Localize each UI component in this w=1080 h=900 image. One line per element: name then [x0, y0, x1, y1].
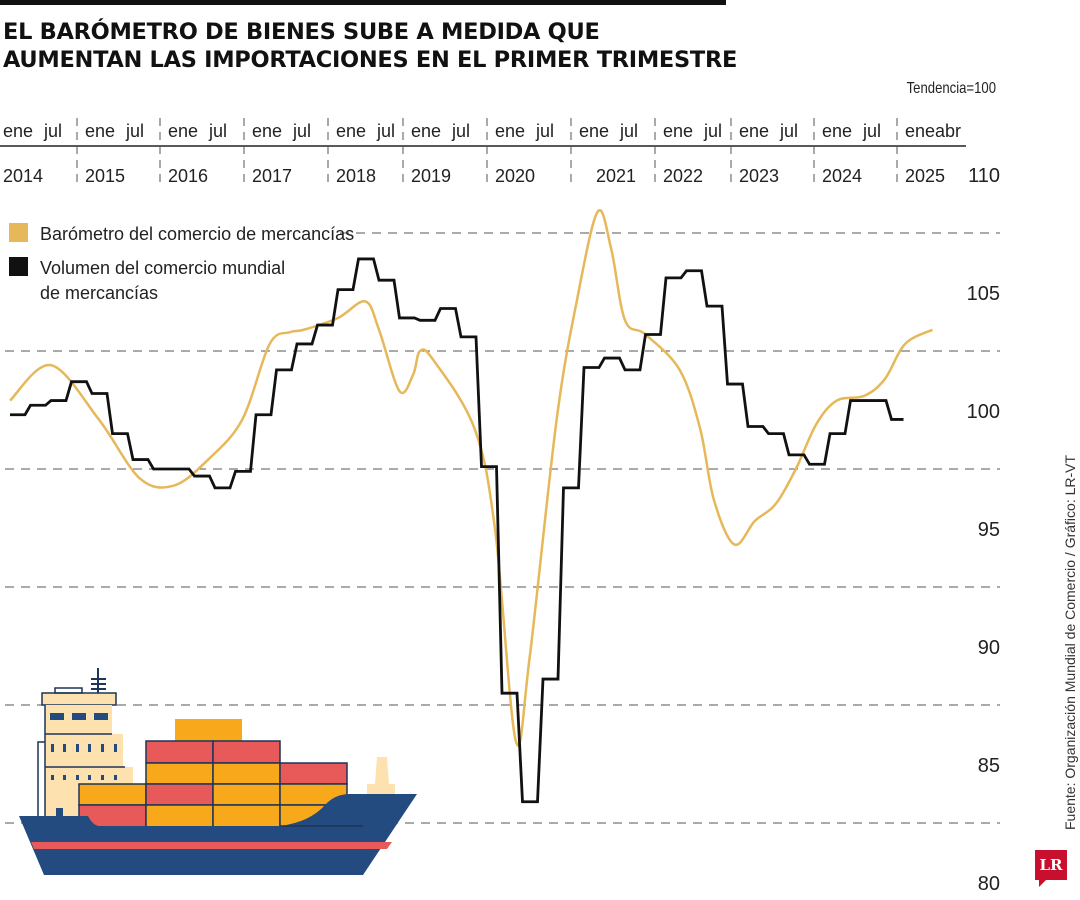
year-label: 2025	[905, 166, 945, 186]
year-label: 2018	[336, 166, 376, 186]
year-label: 2024	[822, 166, 862, 186]
month-label: jul	[125, 121, 144, 141]
y-tick-label: 105	[967, 283, 1000, 305]
month-label: jul	[779, 121, 798, 141]
month-label: ene	[905, 121, 935, 141]
y-tick-label: 85	[978, 755, 1000, 777]
y-tick-label: 95	[978, 519, 1000, 541]
month-label: jul	[703, 121, 722, 141]
month-label: jul	[451, 121, 470, 141]
legend-label-barometer: Barómetro del comercio de mercancías	[40, 224, 354, 244]
gridlines	[5, 232, 1000, 824]
y-tick-label: 90	[978, 637, 1000, 659]
y-tick-label: 80	[978, 873, 1000, 895]
legend: Barómetro del comercio de mercancías Vol…	[9, 223, 354, 303]
cargo-ship-illustration	[19, 668, 417, 875]
unit-note: Tendencia=100	[906, 80, 996, 97]
month-label: jul	[43, 121, 62, 141]
year-label: 2015	[85, 166, 125, 186]
source-note: Fuente: Organización Mundial de Comercio…	[1062, 454, 1078, 830]
year-label: 2016	[168, 166, 208, 186]
y-tick-label: 110	[968, 165, 1000, 187]
y-axis: 110 105 100 95 90 85 80	[967, 165, 1000, 895]
top-rule	[0, 0, 726, 5]
month-label: ene	[411, 121, 441, 141]
year-label: 2020	[495, 166, 535, 186]
plot-area	[9, 209, 934, 804]
legend-label-volume: Volumen del comercio mundial de mercancía…	[40, 258, 285, 303]
month-label: jul	[619, 121, 638, 141]
legend-swatch-volume	[9, 257, 28, 276]
series-line-volume	[10, 257, 904, 804]
month-label: ene	[252, 121, 282, 141]
month-label: abr	[935, 121, 961, 141]
lr-logo: LR	[1035, 850, 1067, 887]
month-label: jul	[376, 121, 395, 141]
y-tick-label: 100	[967, 401, 1000, 423]
series-line-barometer	[9, 209, 934, 747]
month-label: jul	[292, 121, 311, 141]
year-label: 2023	[739, 166, 779, 186]
year-label: 2019	[411, 166, 451, 186]
month-label: ene	[3, 121, 33, 141]
year-label: 2017	[252, 166, 292, 186]
month-label: ene	[663, 121, 693, 141]
month-label: jul	[208, 121, 227, 141]
month-label: ene	[822, 121, 852, 141]
month-label: ene	[85, 121, 115, 141]
year-label: 2022	[663, 166, 703, 186]
month-label: ene	[739, 121, 769, 141]
year-label: 2021	[596, 166, 636, 186]
month-label: ene	[579, 121, 609, 141]
chart-title: El barómetro de bienes sube a medida que…	[3, 19, 738, 73]
legend-swatch-barometer	[9, 223, 28, 242]
month-label: jul	[862, 121, 881, 141]
month-label: ene	[495, 121, 525, 141]
month-label: ene	[336, 121, 366, 141]
month-label: ene	[168, 121, 198, 141]
month-label: jul	[535, 121, 554, 141]
year-label: 2014	[3, 166, 43, 186]
